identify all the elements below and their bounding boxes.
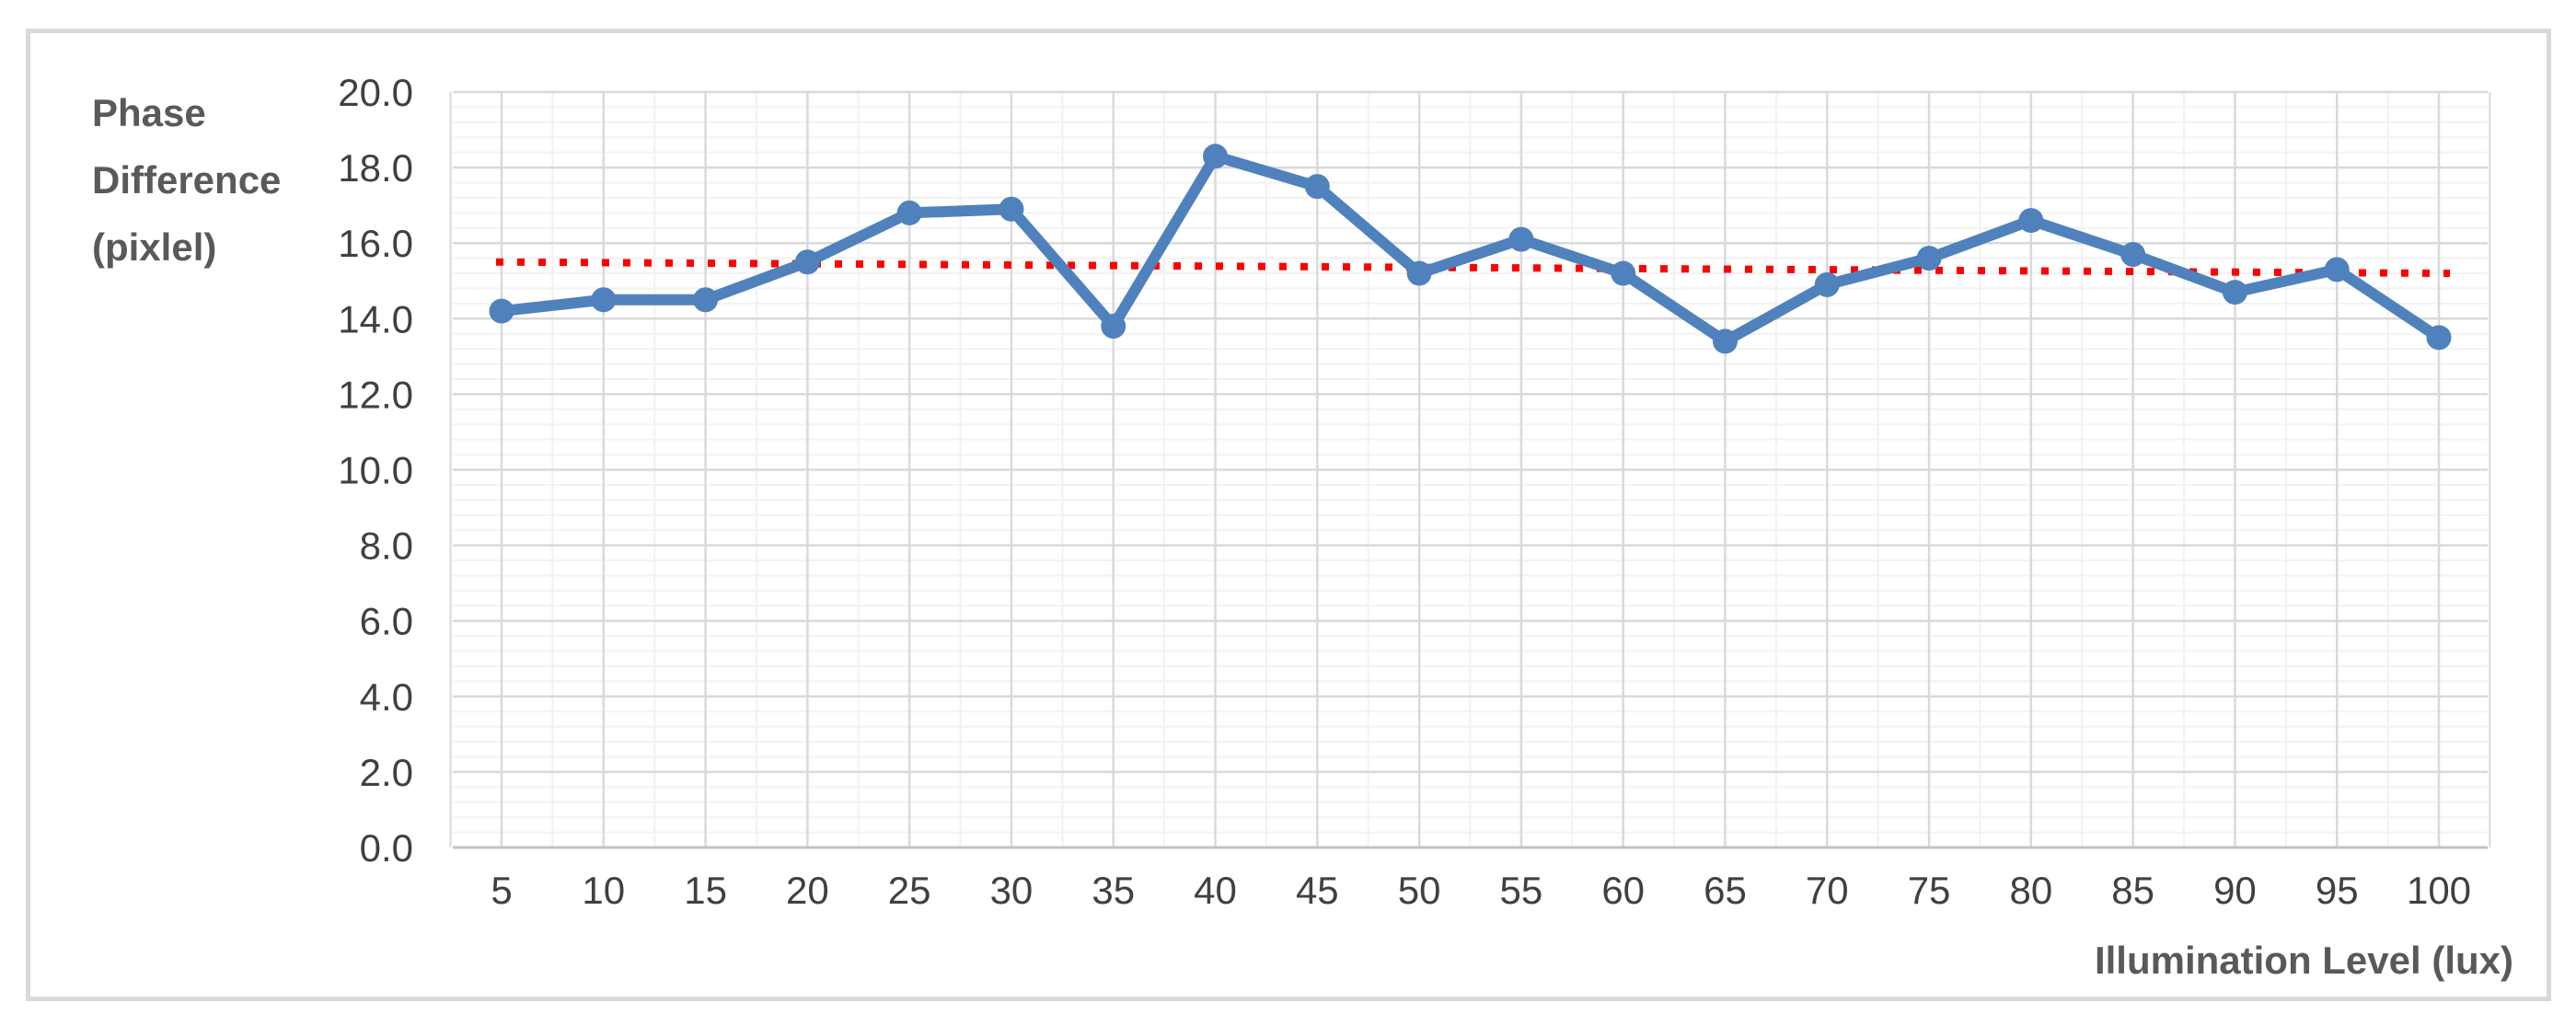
x-tick-label: 85 xyxy=(2111,869,2154,912)
data-point-marker xyxy=(2324,257,2350,282)
x-tick-label: 90 xyxy=(2213,869,2257,912)
data-point-marker xyxy=(896,200,922,225)
x-tick-label: 10 xyxy=(582,869,625,912)
y-tick-label: 4.0 xyxy=(360,675,413,719)
x-tick-label: 95 xyxy=(2316,869,2359,912)
x-tick-label: 65 xyxy=(1704,869,1747,912)
y-tick-label: 0.0 xyxy=(360,826,413,870)
data-point-marker xyxy=(1916,246,1942,271)
data-point-marker xyxy=(2120,242,2146,268)
data-point-marker xyxy=(1814,271,1840,297)
y-axis-title: Phase Difference (pixlel) xyxy=(92,79,281,281)
x-tick-label: 20 xyxy=(786,869,829,912)
x-tick-label: 25 xyxy=(888,869,931,912)
x-axis-title: Illumination Level (lux) xyxy=(2094,939,2513,982)
y-tick-label: 6.0 xyxy=(360,600,413,643)
data-point-marker xyxy=(1203,144,1229,169)
y-tick-label: 12.0 xyxy=(338,373,413,416)
y-axis-title-line-1: Phase xyxy=(92,91,206,134)
x-tick-label: 60 xyxy=(1601,869,1645,912)
x-tick-label: 15 xyxy=(684,869,727,912)
x-tick-label: 40 xyxy=(1194,869,1237,912)
y-tick-label: 10.0 xyxy=(338,449,413,492)
x-tick-label: 55 xyxy=(1500,869,1543,912)
trendline-dotted xyxy=(495,258,2451,278)
y-tick-label: 8.0 xyxy=(360,525,413,568)
data-point-marker xyxy=(2018,208,2044,234)
data-point-marker xyxy=(591,287,617,313)
y-axis-title-line-3: (pixlel) xyxy=(92,225,217,269)
data-point-marker xyxy=(1508,226,1534,252)
y-tick-label: 18.0 xyxy=(338,146,413,190)
x-tick-label: 30 xyxy=(990,869,1034,912)
data-point-marker xyxy=(2222,280,2247,305)
y-axis-title-line-2: Difference xyxy=(92,158,282,202)
data-point-marker xyxy=(1304,174,1330,200)
x-tick-label: 80 xyxy=(2009,869,2052,912)
data-point-marker xyxy=(1712,329,1738,354)
data-point-marker xyxy=(794,249,820,275)
data-point-marker xyxy=(489,298,514,324)
y-tick-label: 16.0 xyxy=(338,222,413,265)
x-tick-label: 50 xyxy=(1398,869,1441,912)
data-point-marker xyxy=(1406,260,1432,286)
x-tick-label: 35 xyxy=(1092,869,1135,912)
data-point-marker xyxy=(1611,260,1636,286)
data-point-marker xyxy=(1101,314,1126,340)
x-tick-label: 70 xyxy=(1806,869,1849,912)
data-point-marker xyxy=(999,196,1024,222)
data-point-marker xyxy=(693,287,719,313)
x-tick-label: 100 xyxy=(2407,869,2471,912)
y-tick-label: 2.0 xyxy=(360,751,413,794)
series-line xyxy=(496,150,2445,347)
x-tick-label: 5 xyxy=(491,869,512,912)
y-tick-label: 20.0 xyxy=(338,71,413,114)
y-tick-label: 14.0 xyxy=(338,297,413,340)
x-tick-label: 75 xyxy=(1908,869,1951,912)
data-point-marker xyxy=(2426,325,2452,351)
x-tick-label: 45 xyxy=(1296,869,1339,912)
